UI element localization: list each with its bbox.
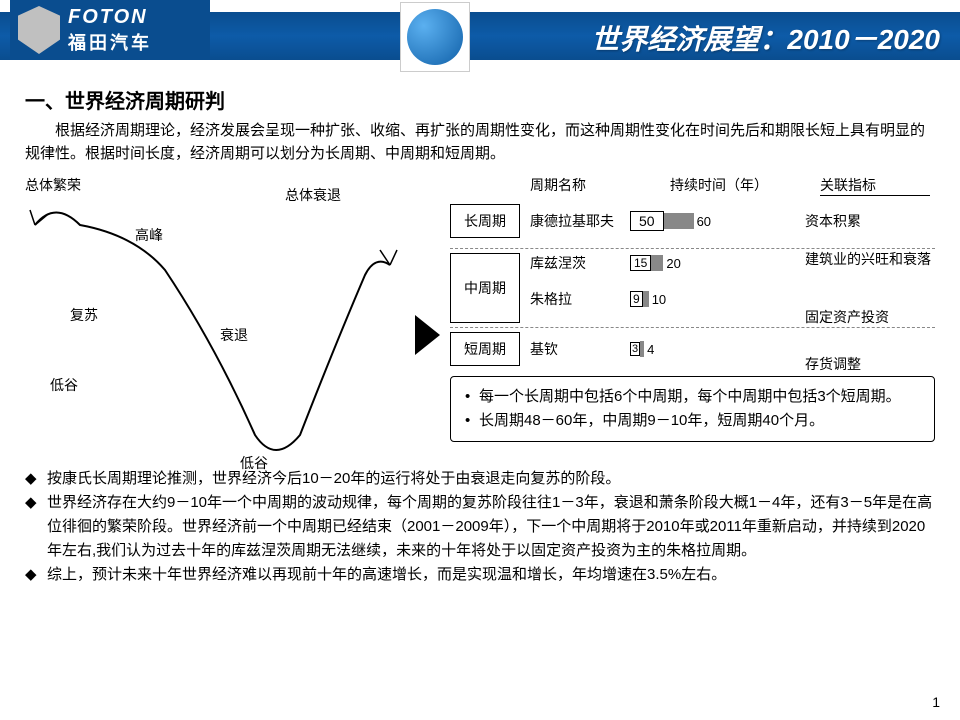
label-recovery: 复苏 [70, 305, 98, 325]
th-duration: 持续时间（年） [670, 175, 820, 196]
page-title: 世界经济展望：2010－2020 [591, 18, 940, 58]
long-cycle-box: 长周期 [450, 204, 520, 238]
wave-diagram: 总体繁荣 总体衰退 高峰 复苏 衰退 低谷 低谷 [25, 175, 405, 455]
long-bar [664, 213, 694, 229]
section-title: 一、世界经济周期研判 [25, 85, 935, 114]
long-v2: 60 [697, 214, 711, 229]
th-indicator: 关联指标 [820, 175, 930, 196]
note-box: 每一个长周期中包括6个中周期，每个中周期中包括3个短周期。 长周期48－60年，… [450, 376, 935, 442]
short-name: 基钦 [530, 339, 630, 359]
short-cycle-box: 短周期 [450, 332, 520, 366]
logo-chinese: 福田汽车 [68, 29, 152, 55]
mid-v2a: 9 [630, 291, 643, 307]
label-decline: 衰退 [220, 325, 248, 345]
page-number: 1 [932, 694, 940, 710]
mid-v1a: 15 [630, 255, 651, 271]
short-v1: 3 [630, 342, 640, 356]
label-peak: 高峰 [135, 225, 163, 245]
bullet2: 世界经济存在大约9－10年一个中周期的波动规律，每个周期的复苏阶段往往1－3年，… [25, 491, 935, 563]
mid-v1b: 20 [666, 256, 680, 271]
th-name: 周期名称 [530, 175, 670, 196]
mid-bar1 [651, 255, 663, 271]
mid-v2b: 10 [652, 292, 666, 307]
mid-ind2: 固定资产投资 [805, 307, 935, 327]
long-indicator: 资本积累 [805, 211, 935, 231]
long-cycle-name: 康德拉基耶夫 [530, 211, 630, 231]
globe-box [400, 2, 470, 72]
long-v1: 50 [630, 211, 664, 231]
mid-name1: 库兹涅茨 [530, 253, 630, 273]
logo-english: FOTON [68, 6, 152, 29]
label-recession: 总体衰退 [285, 185, 341, 205]
wave-curve [25, 195, 405, 455]
bullet3: 综上，预计未来十年世界经济难以再现前十年的高速增长，而是实现温和增长，年均增速在… [25, 563, 935, 587]
mid-name2: 朱格拉 [530, 289, 630, 309]
bullet-list: 按康氏长周期理论推测，世界经济今后10－20年的运行将处于由衰退走向复苏的阶段。… [25, 467, 935, 587]
mid-bar2 [643, 291, 649, 307]
cycle-table: 周期名称 持续时间（年） 关联指标 长周期 康德拉基耶夫 50 60 资本积累 … [450, 175, 935, 455]
header: FOTON 福田汽车 世界经济展望：2010－2020 [0, 0, 960, 75]
intro-text: 根据经济周期理论，经济发展会呈现一种扩张、收缩、再扩张的周期性变化，而这种周期性… [25, 120, 935, 165]
arrow-icon [415, 315, 440, 355]
short-indicator: 存货调整 [805, 354, 935, 374]
label-prosperity: 总体繁荣 [25, 175, 81, 195]
bullet1: 按康氏长周期理论推测，世界经济今后10－20年的运行将处于由衰退走向复苏的阶段。 [25, 467, 935, 491]
logo-shield-icon [18, 6, 60, 54]
logo-box: FOTON 福田汽车 [10, 0, 210, 60]
short-v2: 4 [647, 342, 654, 357]
label-trough1: 低谷 [50, 375, 78, 395]
note1: 每一个长周期中包括6个中周期，每个中周期中包括3个短周期。 [465, 385, 920, 409]
short-bar [640, 341, 644, 357]
note2: 长周期48－60年，中周期9－10年，短周期40个月。 [465, 409, 920, 433]
globe-icon [407, 9, 463, 65]
mid-ind1: 建筑业的兴旺和衰落 [805, 249, 935, 269]
mid-cycle-box: 中周期 [450, 253, 520, 323]
